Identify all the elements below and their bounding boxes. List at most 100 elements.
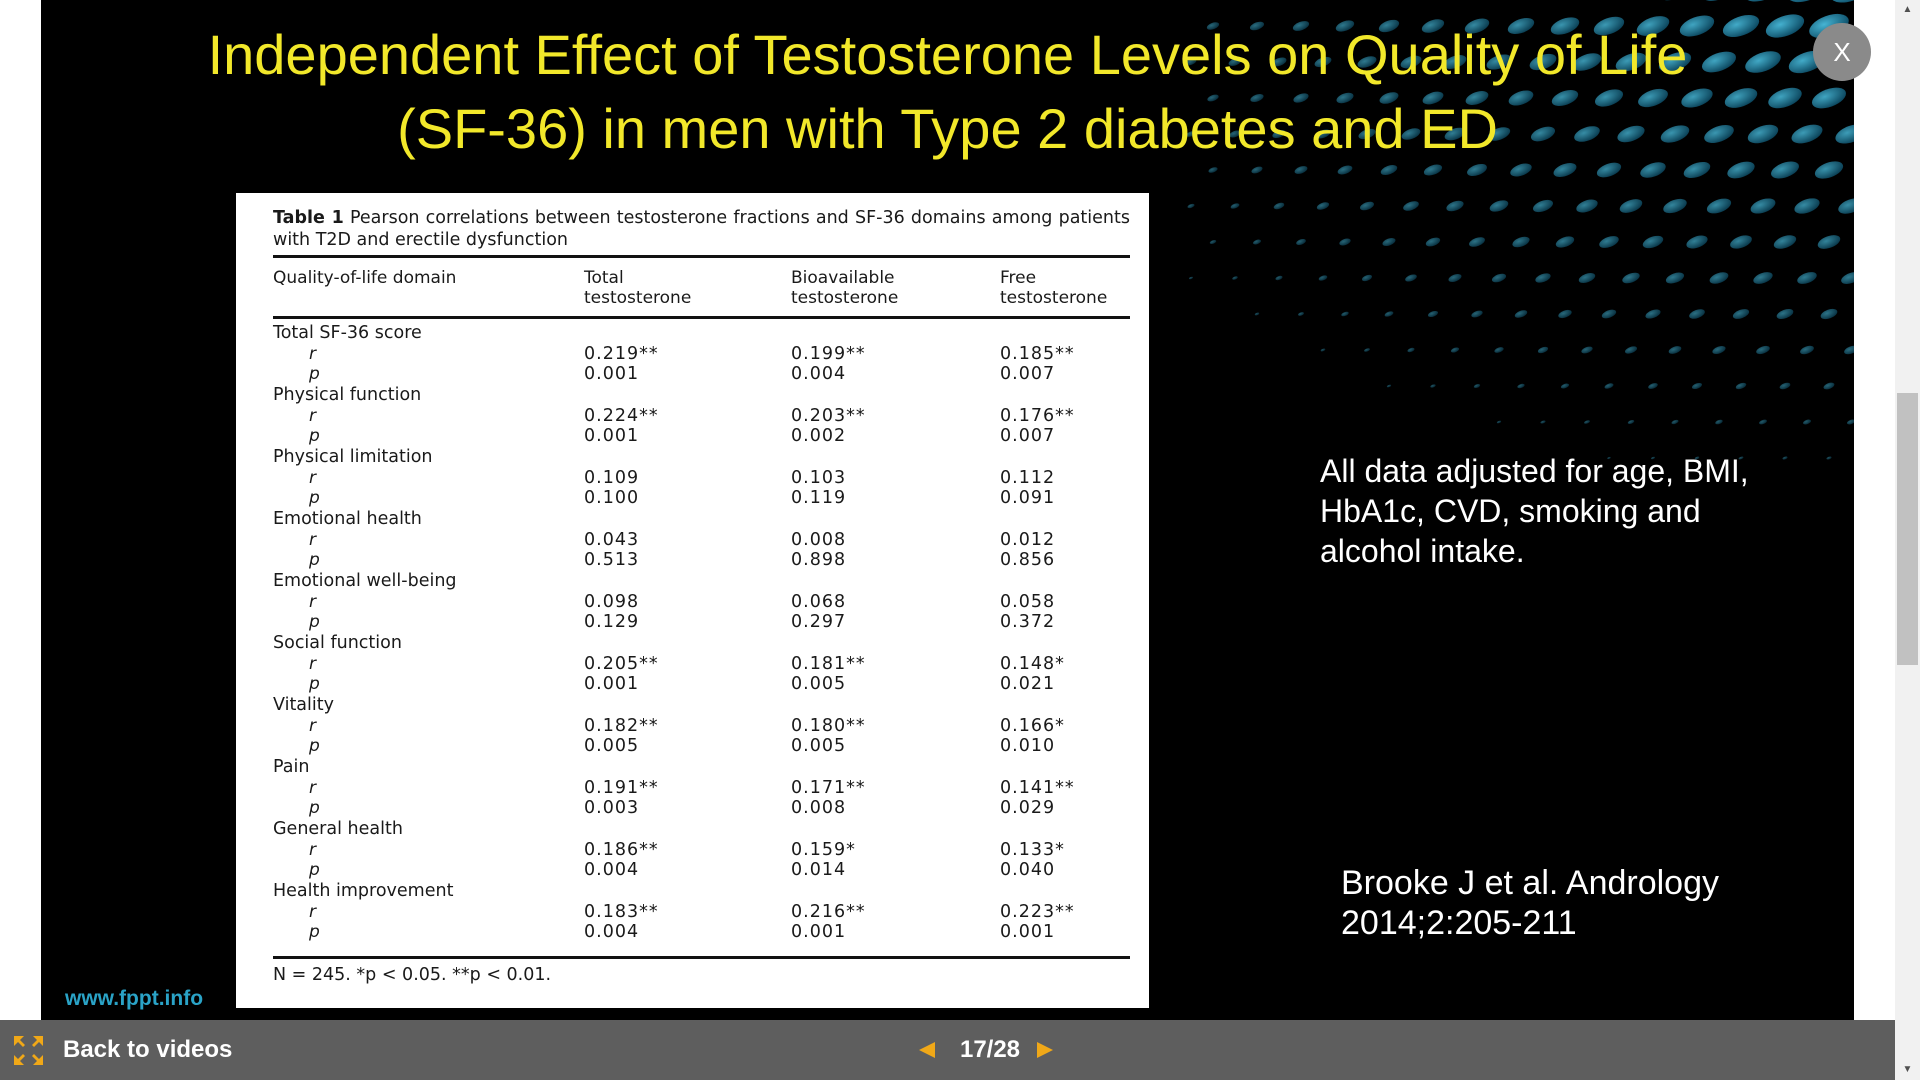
table-cell-p: 0.003 [584,798,640,818]
triangle-left-icon[interactable] [917,1040,937,1060]
decorative-dot [1293,93,1309,103]
decorative-dot [1335,20,1355,32]
table-cell-p: 0.005 [791,736,847,756]
table-cell-r: 0.182** [584,715,659,736]
citation-line-2: 2014;2:205-211 [1341,904,1577,942]
decorative-dot [1593,16,1625,36]
decorative-dot [1357,56,1377,68]
table-cell-p: 0.002 [791,426,847,446]
scroll-down-arrow-icon[interactable]: ▼ [1902,1064,1913,1075]
expand-icon[interactable] [12,1034,45,1067]
decorative-dot [1448,274,1462,282]
decorative-dot [1640,162,1666,178]
decorative-dot [1584,420,1590,424]
decorative-dot [1800,345,1814,355]
p-label: p [309,736,320,756]
decorative-dot [1574,126,1600,142]
decorative-dot [1232,276,1238,280]
row-label: Emotional well-being [273,571,457,591]
decorative-dot [1272,129,1286,139]
table-cell-p: 0.129 [584,612,640,632]
table-cell-r: 0.012 [1000,529,1056,550]
decorative-dot [1273,202,1285,210]
decorative-dot [1360,201,1374,211]
decorative-dot [1379,92,1399,104]
decorative-dot [1709,272,1729,284]
close-button[interactable]: X [1813,23,1871,81]
decorative-dot [1403,201,1419,211]
decorative-dot [1551,89,1579,107]
column-header-total-line-2: testosterone [584,288,692,308]
back-to-videos-link[interactable]: Back to videos [63,1036,233,1063]
decorative-dot [1715,419,1723,425]
table-cell-r: 0.199** [791,343,866,364]
decorative-dot [1252,239,1262,245]
decorative-dot [1572,53,1602,71]
decorative-dot [1773,235,1797,249]
scroll-up-arrow-icon[interactable]: ▲ [1902,4,1913,15]
triangle-right-icon[interactable] [1035,1040,1055,1060]
decorative-dot [1444,127,1466,141]
decorative-dot [1467,163,1487,177]
decorative-dot [1665,272,1685,284]
decorative-dot [1835,124,1854,144]
table-footnote: N = 245. *p < 0.05. **p < 0.01. [273,965,552,985]
decorative-dot [1294,166,1308,174]
scrollbar-thumb[interactable] [1897,393,1918,665]
slide-title-line-2: (SF-36) in men with Type 2 diabetes and … [397,97,1498,160]
slide-url: www.fppt.info [65,987,204,1010]
decorative-dot [1601,309,1617,319]
decorative-dot [1336,92,1354,104]
decorative-dot [1701,0,1737,1]
table-cell-p: 0.001 [584,426,640,446]
decorative-dot [1514,310,1528,318]
table-cell-r: 0.068 [791,591,847,612]
table-cell-r: 0.216** [791,901,866,922]
decorative-dot [1645,309,1661,319]
page-counter: 17/28 [959,1036,1021,1063]
row-label: Vitality [273,695,334,715]
decorative-dot [1638,88,1668,108]
p-label: p [309,364,320,384]
table-cell-p: 0.001 [584,674,640,694]
table-cell-r: 0.159* [791,839,856,860]
decorative-dot [1704,125,1734,143]
decorative-dot [1681,88,1713,108]
table-cell-p: 0.008 [791,798,847,818]
decorative-dot [1791,124,1823,144]
table-cell-p: 0.005 [584,736,640,756]
decorative-dot [1443,55,1467,69]
decorative-dot [1686,235,1708,249]
decorative-dot [1292,21,1310,31]
decorative-dot [1846,419,1854,425]
decorative-dot [1671,419,1679,425]
decorative-dot [1494,347,1504,353]
row-label: General health [273,819,403,839]
column-header-domain: Quality-of-life domain [273,268,457,288]
decorative-dot [1738,456,1744,460]
decorative-dot [1425,237,1441,247]
decorative-dot [1471,310,1483,318]
r-label: r [309,653,316,674]
table-caption: Table 1 Pearson correlations between tes… [273,207,1130,251]
table-cell-p: 0.091 [1000,488,1056,508]
decorative-dot [1802,419,1812,425]
decorative-dot [1753,272,1773,284]
decorative-dot [1820,308,1838,320]
decorative-dot [1794,198,1820,214]
decorative-dot [1491,273,1507,283]
table-cell-r: 0.148* [1000,653,1065,674]
r-label: r [309,529,316,550]
decorative-dot [1316,202,1330,210]
column-header-bio-line-2: testosterone [791,288,899,308]
r-label: r [309,839,316,860]
decorative-dot [1650,456,1656,460]
decorative-dot [1400,55,1422,69]
decorative-dot [1607,456,1611,460]
decorative-dot [1386,384,1392,388]
decorative-dot [1560,383,1570,389]
decorative-dot [1465,91,1489,105]
table-cell-p: 0.005 [791,674,847,694]
decorative-dot [1540,420,1546,424]
decorative-dot [1254,312,1260,316]
